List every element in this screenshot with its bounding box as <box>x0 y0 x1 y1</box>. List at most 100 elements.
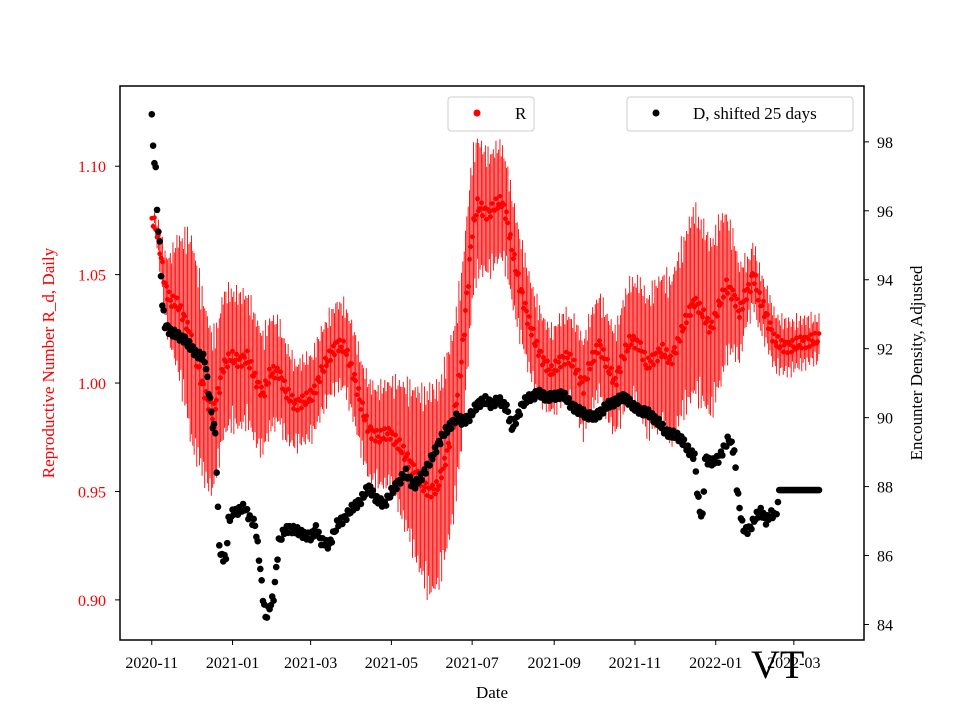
r-point <box>807 344 813 349</box>
r-point <box>349 361 355 366</box>
r-point <box>764 312 770 317</box>
d-point <box>734 490 742 497</box>
d-point <box>254 537 261 545</box>
r-point <box>328 358 333 363</box>
r-point <box>461 332 467 338</box>
d-point <box>202 365 210 373</box>
r-point <box>799 345 805 351</box>
r-point <box>512 252 517 257</box>
r-point <box>489 201 495 206</box>
r-point <box>596 338 602 344</box>
r-point <box>600 347 606 352</box>
r-point <box>211 401 217 407</box>
r-point <box>657 350 663 355</box>
r-point <box>460 337 466 342</box>
r-point <box>697 300 703 306</box>
r-point <box>502 216 508 222</box>
r-point <box>343 352 349 357</box>
y-left-tick-label: 0.95 <box>78 484 106 501</box>
r-point <box>201 381 206 387</box>
r-point <box>367 424 373 430</box>
d-point <box>496 394 504 401</box>
r-point <box>469 234 475 240</box>
legend-r-marker <box>473 109 481 117</box>
r-point <box>297 398 303 404</box>
d-point <box>339 520 346 528</box>
y-left-tick-label: 0.90 <box>78 593 106 610</box>
r-point <box>275 365 280 371</box>
r-point <box>787 342 793 347</box>
x-tick-label: 2022-01 <box>689 655 742 672</box>
r-point <box>459 359 464 365</box>
r-point <box>604 356 610 362</box>
r-point <box>668 353 674 359</box>
r-point <box>607 371 613 377</box>
r-point <box>298 405 304 411</box>
r-point <box>579 379 585 385</box>
r-point <box>584 376 590 382</box>
r-point <box>501 202 507 208</box>
legend-r: R <box>447 96 535 132</box>
d-point <box>689 455 697 463</box>
d-point <box>152 163 160 171</box>
r-point <box>643 362 648 368</box>
r-point <box>794 335 799 341</box>
r-point <box>271 363 276 369</box>
r-point <box>718 301 724 306</box>
y-right-tick-label: 98 <box>877 135 893 152</box>
r-point <box>435 487 441 492</box>
r-point <box>288 398 294 404</box>
r-point <box>186 328 192 334</box>
r-point <box>232 357 238 363</box>
r-point <box>575 367 581 373</box>
r-point <box>455 392 460 398</box>
d-point <box>274 556 281 563</box>
d-point <box>315 528 322 536</box>
d-point <box>715 459 722 466</box>
r-point <box>224 364 230 370</box>
r-point <box>757 290 762 295</box>
r-point <box>366 428 372 433</box>
r-point <box>230 348 235 354</box>
r-point <box>463 308 468 313</box>
r-point <box>645 355 651 361</box>
d-point <box>251 522 259 530</box>
d-point <box>565 394 573 402</box>
y-right-tick-label: 92 <box>877 342 893 359</box>
d-point <box>208 408 215 416</box>
x-tick-label: 2021-05 <box>365 655 418 672</box>
r-point <box>747 289 753 295</box>
x-tick-label: 2021-11 <box>609 655 662 672</box>
d-point <box>504 408 512 415</box>
r-point <box>784 350 790 356</box>
r-point <box>632 345 638 351</box>
r-point <box>631 333 637 339</box>
r-point <box>533 343 539 349</box>
r-point <box>253 384 259 390</box>
d-point <box>773 510 780 518</box>
r-point <box>534 338 540 344</box>
r-point <box>383 437 389 443</box>
y-right-tick-label: 96 <box>877 204 893 221</box>
r-point <box>309 398 315 404</box>
r-point <box>317 379 323 385</box>
r-point <box>436 483 442 489</box>
d-point <box>426 462 434 469</box>
r-point <box>439 475 445 481</box>
d-point <box>757 504 765 512</box>
r-point <box>530 326 536 332</box>
r-point <box>218 375 224 381</box>
r-point <box>166 289 172 295</box>
r-point <box>411 462 417 468</box>
r-point <box>816 331 822 337</box>
r-point <box>730 287 736 293</box>
r-point <box>529 332 535 338</box>
x-tick-label: 2021-07 <box>445 655 498 672</box>
r-point <box>734 296 740 302</box>
y-axis-right: 84 86 88 90 92 94 96 98 <box>864 135 893 634</box>
r-point <box>215 385 221 391</box>
d-point <box>257 565 264 573</box>
d-point <box>402 465 410 473</box>
r-point <box>322 355 328 361</box>
d-point <box>157 272 165 280</box>
